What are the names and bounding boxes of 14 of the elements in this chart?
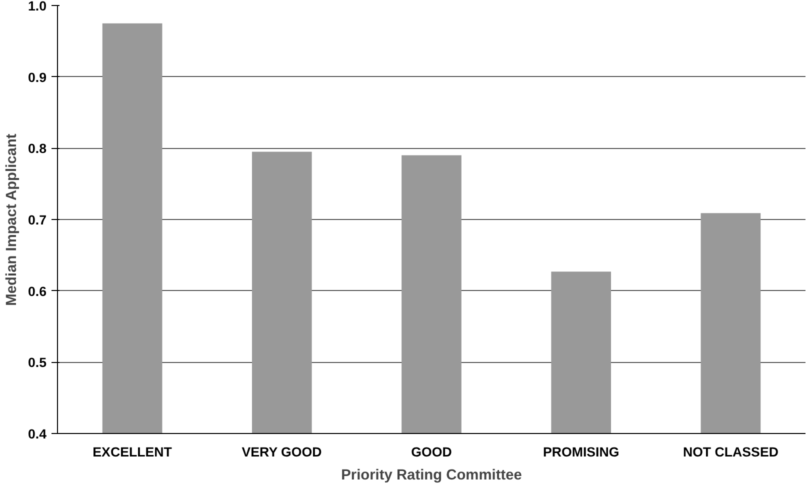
y-axis-title: Median Impact Applicant	[4, 134, 20, 306]
x-axis-title: Priority Rating Committee	[341, 468, 522, 484]
x-tick-label: NOT CLASSED	[682, 444, 779, 460]
y-tick-label: 0.8	[28, 141, 47, 156]
y-tick-label: 1.0	[28, 0, 47, 14]
x-tick-label: GOOD	[411, 444, 452, 460]
x-tick-label: PROMISING	[542, 444, 620, 460]
x-tick-label: EXCELLENT	[92, 444, 172, 460]
y-tick-label: 0.7	[28, 212, 47, 228]
x-tick-label: VERY GOOD	[242, 444, 322, 460]
y-tick-label: 0.9	[28, 70, 47, 85]
y-tick-label: 0.4	[28, 426, 48, 442]
y-tick-label: 0.5	[28, 355, 48, 370]
y-tick-label: 0.6	[28, 284, 47, 299]
